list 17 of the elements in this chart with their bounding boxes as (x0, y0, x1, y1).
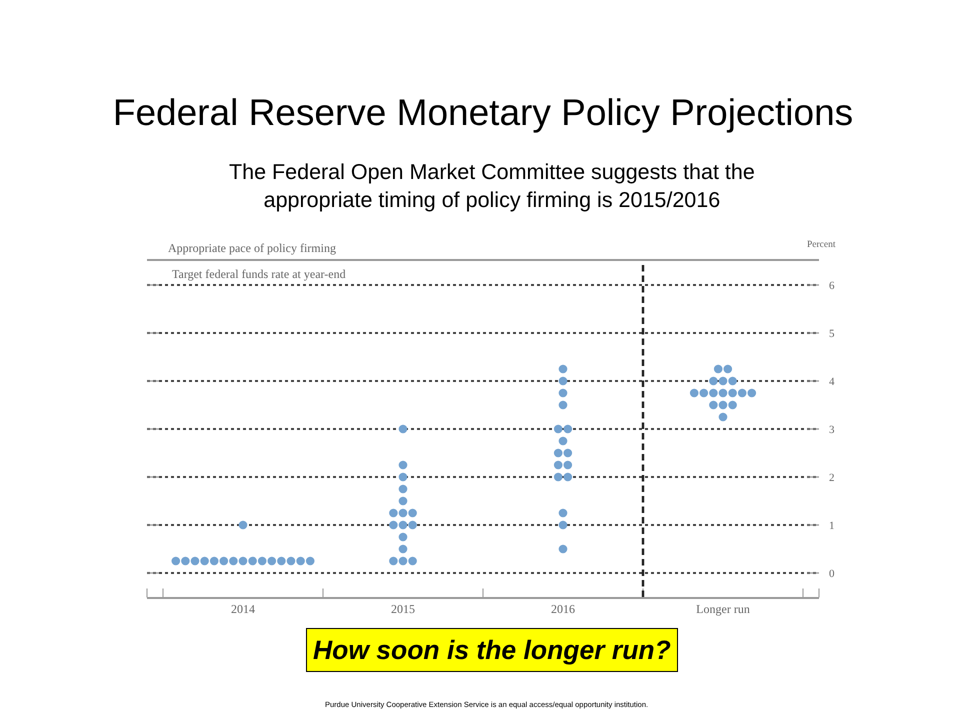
x-tick-label: 2016 (551, 602, 575, 616)
y-tick-label: 1 (829, 520, 834, 532)
y-tick-label: 3 (829, 424, 835, 436)
x-tick-label: Longer run (696, 602, 750, 616)
x-tick-label: 2015 (391, 602, 415, 616)
x-tick-label: 2014 (231, 602, 255, 616)
y-tick-label: 6 (829, 280, 835, 292)
text: How soon is the longer run? (313, 635, 671, 665)
y-axis-title: Percent (807, 240, 836, 250)
y-tick-label: 5 (829, 328, 835, 340)
y-tick-label: 0 (829, 568, 835, 580)
chart-title: Federal Reserve Monetary Policy Projections (112, 92, 854, 133)
y-tick-label: 4 (829, 376, 835, 388)
y-tick-label: 2 (829, 472, 834, 484)
annotation: Target federal funds rate at year-end (172, 267, 346, 281)
chart-subtitle: The Federal Open Market Committee suggests that the appropriate timing of policy firming is 2015/2016 (229, 160, 755, 212)
text: Appropriate pace of policy firming (168, 241, 336, 255)
